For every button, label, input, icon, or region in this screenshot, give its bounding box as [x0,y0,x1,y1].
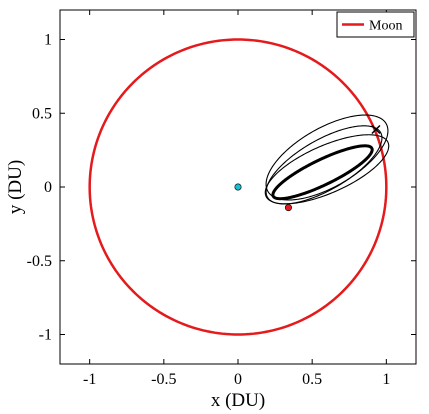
x-tick-label: 1 [382,371,390,388]
y-tick-label: -1 [39,327,52,344]
y-axis-label: y (DU) [5,160,26,214]
marker-point-2 [371,124,381,135]
legend: Moon [336,11,415,38]
y-tick-label: 0 [44,179,52,196]
legend-label-moon: Moon [369,19,402,34]
y-tick-label: 0.5 [32,105,52,122]
trajectory-line-2 [265,125,383,205]
plot-markers [234,124,381,212]
marker-point-1 [284,204,292,212]
trajectory-line-3 [265,114,389,201]
marker-point-0 [234,183,242,191]
y-tick-label: 1 [44,32,52,49]
x-tick-label: -1 [83,371,96,388]
trajectory-line-4 [264,134,390,205]
x-tick-label: -0.5 [151,371,176,388]
moon-orbit-line [88,38,388,336]
x-tick-label: 0 [234,371,242,388]
x-tick-label: 0.5 [302,371,322,388]
x-axis-label: x (DU) [211,390,265,411]
axis-ticks: -1 -0.5 0 0.5 1 -1 -0.5 0 0.5 1 [27,10,416,388]
y-tick-label: -0.5 [27,253,52,270]
plot-content [88,38,390,336]
